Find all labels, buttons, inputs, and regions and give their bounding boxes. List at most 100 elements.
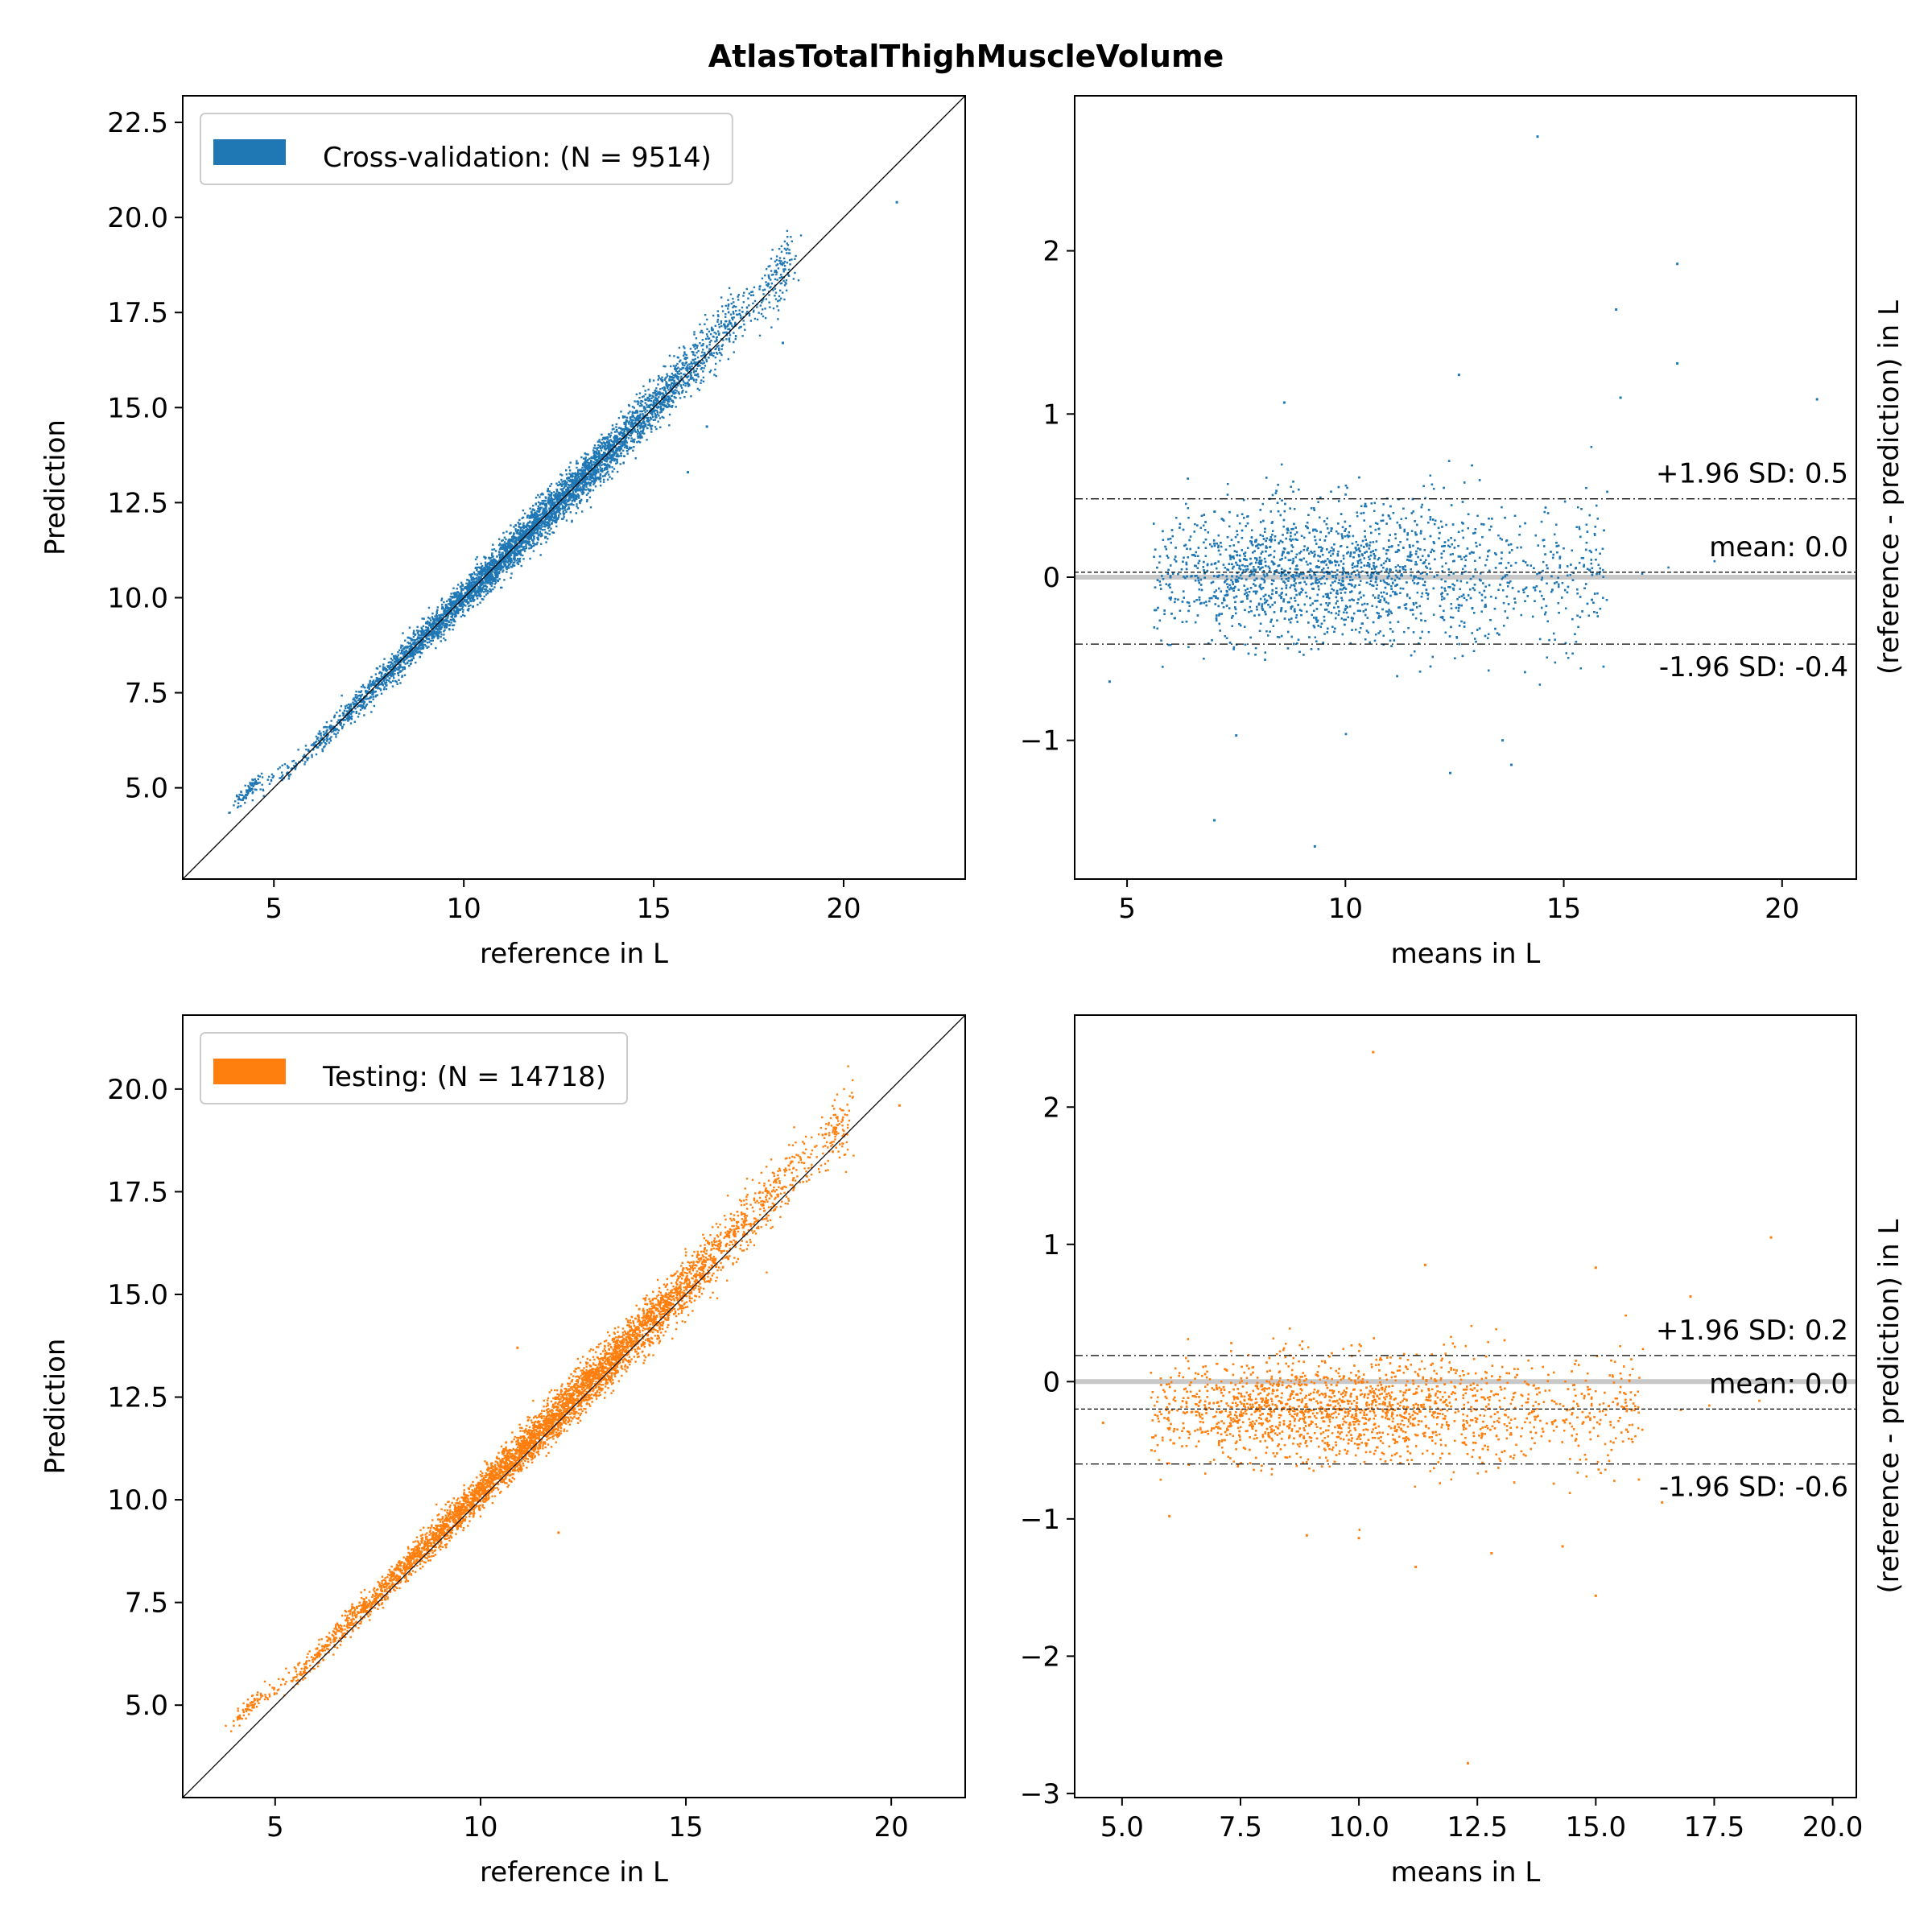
data-point xyxy=(436,634,440,638)
data-point xyxy=(694,374,696,376)
data-point xyxy=(464,597,467,599)
data-point xyxy=(440,608,444,610)
data-point xyxy=(469,594,473,597)
data-point xyxy=(623,430,626,433)
data-point xyxy=(431,634,433,636)
data-point xyxy=(431,634,433,638)
data-point xyxy=(778,295,781,298)
data-point xyxy=(638,436,642,439)
data-point xyxy=(448,603,452,605)
data-point xyxy=(394,667,397,669)
data-point xyxy=(542,512,545,514)
data-point xyxy=(442,624,444,626)
data-point xyxy=(728,303,730,306)
data-point xyxy=(616,436,618,438)
data-point xyxy=(787,268,791,271)
data-point xyxy=(600,458,602,460)
data-point xyxy=(444,629,446,631)
data-point xyxy=(444,613,447,616)
data-point xyxy=(456,588,458,590)
data-point xyxy=(725,332,728,334)
data-point xyxy=(448,598,452,601)
data-point xyxy=(589,506,592,509)
data-point xyxy=(523,512,526,515)
data-point xyxy=(567,483,570,486)
data-point xyxy=(651,394,654,397)
data-point xyxy=(321,749,324,753)
data-point xyxy=(533,530,535,533)
data-point xyxy=(469,573,471,576)
data-point xyxy=(541,529,544,531)
data-point xyxy=(572,497,576,499)
data-point xyxy=(553,502,555,505)
data-point xyxy=(658,390,660,394)
data-point xyxy=(557,508,559,510)
data-point xyxy=(717,349,720,351)
data-point xyxy=(342,718,345,720)
data-point xyxy=(347,716,349,719)
data-point xyxy=(251,778,254,781)
data-point xyxy=(605,437,607,440)
data-point xyxy=(329,737,332,740)
data-point xyxy=(596,469,598,472)
data-point xyxy=(386,675,388,678)
data-point xyxy=(601,475,605,477)
data-point xyxy=(620,452,622,455)
data-point xyxy=(413,641,415,644)
data-point xyxy=(431,636,434,638)
data-point xyxy=(654,426,657,428)
data-point xyxy=(394,654,397,657)
data-point xyxy=(492,588,494,591)
data-point xyxy=(513,564,516,567)
data-point xyxy=(582,474,584,477)
data-point xyxy=(781,263,784,266)
data-point xyxy=(328,741,331,744)
data-point xyxy=(580,510,584,513)
data-point xyxy=(487,569,489,572)
data-point xyxy=(606,438,609,440)
data-point xyxy=(453,615,456,618)
data-point xyxy=(339,709,341,712)
data-point xyxy=(431,612,434,615)
data-point xyxy=(611,424,614,427)
data-point xyxy=(609,452,611,455)
data-point xyxy=(679,368,682,370)
data-point xyxy=(510,557,513,560)
data-point xyxy=(689,376,692,379)
data-point xyxy=(683,345,685,348)
data-point xyxy=(350,717,353,720)
data-point xyxy=(529,515,531,518)
data-point xyxy=(643,425,646,427)
data-point xyxy=(664,365,667,368)
data-point xyxy=(323,746,325,749)
data-point xyxy=(642,413,644,415)
data-point xyxy=(574,482,576,485)
data-point xyxy=(470,579,473,581)
data-point xyxy=(696,387,699,390)
data-point xyxy=(412,635,415,638)
data-point xyxy=(552,531,555,534)
data-point xyxy=(670,383,673,386)
data-point xyxy=(405,658,408,660)
data-point xyxy=(571,474,574,477)
data-point xyxy=(716,330,720,332)
data-point xyxy=(675,364,677,367)
data-point xyxy=(485,565,488,568)
data-point xyxy=(605,448,607,450)
data-point xyxy=(724,320,727,323)
data-point xyxy=(740,325,742,328)
data-point xyxy=(637,435,640,438)
data-point xyxy=(657,383,659,386)
data-point xyxy=(505,538,507,541)
data-point xyxy=(254,778,256,781)
data-point xyxy=(365,698,367,700)
data-point xyxy=(658,401,661,404)
data-point xyxy=(685,361,687,364)
data-point xyxy=(718,332,720,335)
data-point xyxy=(648,399,651,402)
data-point xyxy=(594,477,597,479)
data-point xyxy=(426,646,428,649)
data-point xyxy=(463,598,466,601)
data-point xyxy=(444,606,448,609)
data-point xyxy=(238,794,241,796)
